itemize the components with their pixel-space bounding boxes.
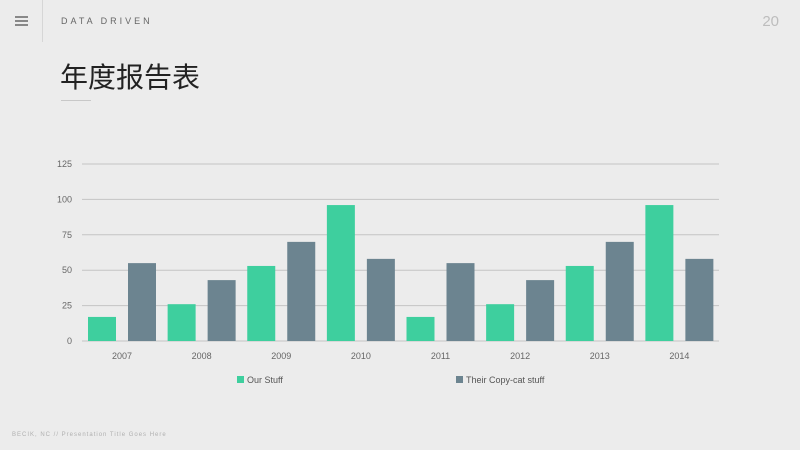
y-tick-label: 100 <box>57 194 72 204</box>
x-tick-label: 2012 <box>510 351 530 361</box>
x-tick-label: 2011 <box>431 351 450 361</box>
slide-title: 年度报告表 <box>60 61 201 94</box>
y-tick-label: 25 <box>62 301 72 311</box>
bar-series1-2007 <box>88 316 116 341</box>
menu-button[interactable] <box>0 0 43 42</box>
bar-series2-2012 <box>526 280 555 341</box>
bar-series2-2011 <box>446 263 475 341</box>
bar-series1-2012 <box>486 304 515 341</box>
footer-text: BECIK, NC // Presentation Title Goes Her… <box>12 432 167 438</box>
brand-label: DATA DRIVEN <box>61 16 153 26</box>
page-number: 20 <box>762 13 779 30</box>
bar-series1-2013 <box>565 265 594 341</box>
bar-series2-2007 <box>128 263 156 341</box>
legend-swatch <box>237 376 244 383</box>
bar-series2-2013 <box>605 241 634 341</box>
x-tick-label: 2010 <box>351 351 371 361</box>
bar-series2-2009 <box>287 241 316 341</box>
legend-label: Our Stuff <box>247 375 283 385</box>
x-tick-label: 2007 <box>112 351 132 361</box>
y-tick-label: 0 <box>67 336 72 346</box>
legend-swatch <box>456 376 463 383</box>
bar-series1-2011 <box>406 316 435 341</box>
legend-label: Their Copy-cat stuff <box>466 375 545 385</box>
bar-series2-2010 <box>366 258 395 341</box>
y-tick-label: 125 <box>57 159 72 169</box>
x-tick-label: 2013 <box>590 351 610 361</box>
bar-series1-2008 <box>167 304 196 341</box>
bar-series2-2014 <box>685 258 714 341</box>
y-tick-label: 75 <box>62 230 72 240</box>
y-tick-label: 50 <box>62 265 72 275</box>
bar-series2-2008 <box>207 280 236 341</box>
x-tick-label: 2014 <box>669 351 689 361</box>
bar-series1-2014 <box>645 205 674 341</box>
x-tick-label: 2009 <box>271 351 291 361</box>
hamburger-menu-icon <box>14 16 28 26</box>
x-tick-label: 2008 <box>192 351 212 361</box>
bar-series1-2010 <box>326 205 355 341</box>
bar-series1-2009 <box>247 265 276 341</box>
title-divider <box>61 100 91 101</box>
